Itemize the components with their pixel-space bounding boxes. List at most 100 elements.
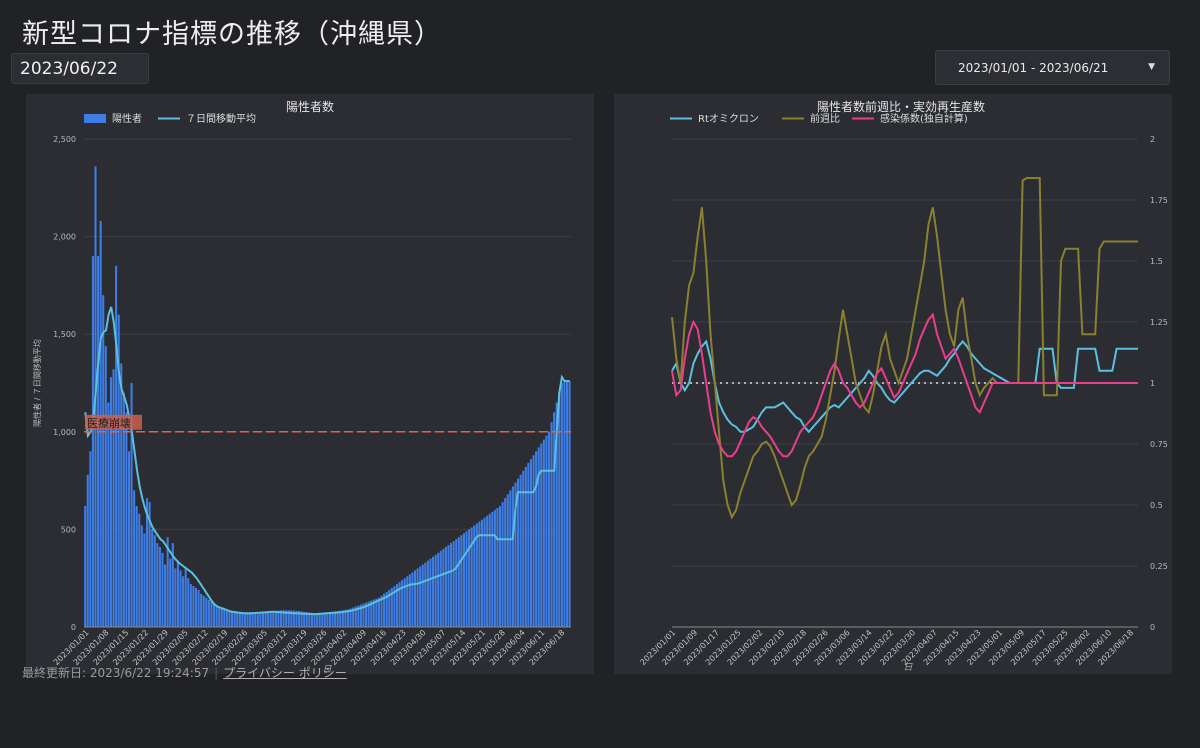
bar [354, 606, 357, 627]
bar [220, 607, 223, 627]
y-tick-label: 1.25 [1150, 318, 1168, 327]
series-line-moving-average [84, 306, 570, 616]
bar [411, 572, 414, 627]
bar [390, 587, 393, 627]
bar [104, 345, 107, 627]
legend-label: 感染係数(独自計算) [880, 112, 968, 125]
bar [560, 383, 563, 627]
bar [388, 589, 391, 627]
bar [117, 314, 120, 627]
page-title: 新型コロナ指標の推移（沖縄県） [22, 19, 442, 50]
bar [97, 256, 100, 627]
y-axis-label: 陽性者 / ７日間移動平均 [32, 339, 42, 427]
bar [158, 546, 161, 627]
bar [462, 533, 466, 627]
bar [496, 507, 499, 627]
bar [470, 527, 473, 627]
bar [457, 537, 460, 627]
bar [385, 591, 388, 627]
bar [488, 513, 491, 627]
bar [218, 606, 221, 627]
bar [323, 612, 326, 627]
bar [529, 459, 532, 627]
bar [357, 605, 360, 627]
bar [194, 587, 198, 627]
bar [550, 422, 553, 627]
series-line [671, 177, 1138, 520]
bar [568, 381, 571, 627]
threshold-label-bg [85, 414, 142, 430]
bar [442, 548, 445, 627]
bar [506, 494, 509, 627]
legend-label: Rtオミクロン [698, 113, 759, 125]
legend-label: 前週比 [810, 112, 840, 125]
bar [553, 412, 556, 627]
y-tick-label: 2,500 [53, 135, 76, 144]
bar [535, 451, 538, 627]
report-date: 2023/06/22 [11, 53, 149, 84]
bar [127, 451, 131, 627]
bar [419, 566, 422, 627]
privacy-policy-link[interactable]: プライバシー ポリシー [223, 666, 347, 680]
bar [192, 586, 195, 627]
legend-swatch-bar [84, 114, 106, 123]
chart-title: 陽性者数前週比・実効再生産数 [817, 99, 985, 114]
bar [300, 611, 303, 627]
bar [542, 439, 545, 627]
y-tick-label: 0.25 [1150, 562, 1168, 571]
bar [233, 611, 236, 627]
positive-cases-chart: 陽性者数 陽性者 ７日間移動平均 0 500 1,000 1,500 2,000 2,500 陽性… [26, 94, 594, 674]
bar [303, 611, 306, 627]
bar [547, 431, 551, 627]
bar [509, 490, 512, 627]
footer-separator: | [214, 666, 219, 680]
bar [326, 612, 329, 627]
bar [292, 610, 295, 627]
bar [475, 523, 478, 627]
y-tick-label: 1,000 [53, 428, 76, 437]
bar [413, 570, 417, 627]
bar [499, 505, 502, 627]
y-tick-label: 0 [71, 623, 76, 632]
bar [89, 451, 92, 627]
bar [287, 610, 290, 627]
bar [138, 513, 141, 627]
bar [486, 515, 489, 627]
bar [264, 612, 267, 627]
bar [439, 550, 442, 627]
bar [336, 610, 339, 627]
bar [480, 519, 484, 627]
bar [259, 613, 262, 627]
chart-title: 陽性者数 [286, 99, 334, 114]
date-range-select[interactable]: 2023/01/01 - 2023/06/21 ▼ [935, 50, 1170, 85]
bar [212, 603, 216, 627]
bar [279, 610, 283, 627]
bar [426, 560, 429, 627]
bar [316, 613, 319, 627]
bar [122, 392, 125, 627]
bar [519, 474, 522, 627]
bar [339, 610, 342, 627]
y-tick-label: 1.5 [1150, 257, 1163, 266]
x-axis-label: 日 [322, 665, 332, 674]
chevron-down-icon: ▼ [1148, 62, 1155, 72]
ratio-chart: 陽性者数前週比・実効再生産数 Rtオミクロン 前週比 感染係数(独自計算) 0 0.25 0… [614, 94, 1172, 674]
bar [166, 537, 169, 627]
bar [120, 363, 123, 627]
bar [243, 613, 246, 627]
y-tick-label: 2,000 [53, 233, 76, 242]
bar [156, 543, 159, 627]
bar [437, 552, 440, 627]
bar [395, 584, 399, 627]
bar [452, 541, 455, 627]
bar [238, 612, 241, 627]
bar [465, 531, 468, 627]
bar [504, 498, 507, 627]
bar [228, 610, 231, 627]
bar [200, 593, 203, 627]
bar [370, 600, 373, 627]
x-axis-label: 日 [903, 663, 913, 673]
bar [182, 576, 185, 627]
bar [197, 589, 200, 627]
bar [398, 582, 401, 627]
